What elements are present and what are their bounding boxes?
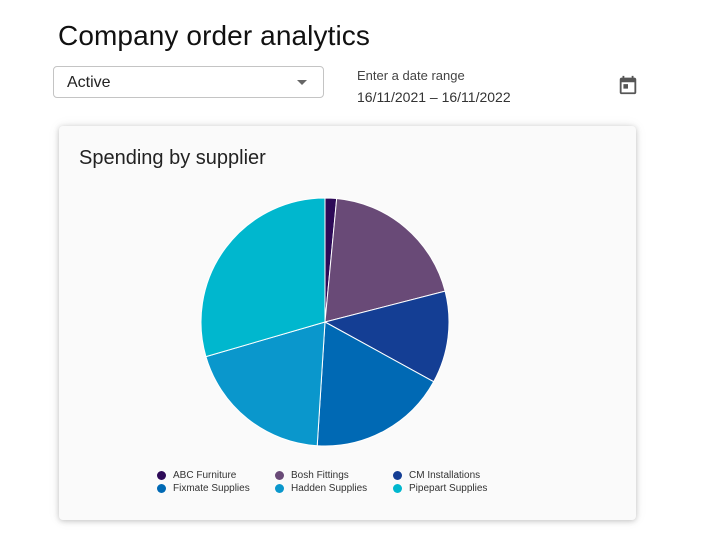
legend-swatch bbox=[275, 483, 284, 493]
legend-item-fixmate-supplies[interactable]: Fixmate Supplies bbox=[157, 482, 275, 494]
status-select-value: Active bbox=[67, 74, 111, 91]
pie-chart bbox=[200, 197, 450, 447]
legend-label: Fixmate Supplies bbox=[173, 482, 250, 494]
legend-label: Hadden Supplies bbox=[291, 482, 368, 494]
date-range-field[interactable]: Enter a date range 16/11/2021 – 16/11/20… bbox=[357, 68, 607, 108]
legend-label: ABC Furniture bbox=[173, 469, 237, 481]
legend-label: Bosh Fittings bbox=[291, 469, 349, 481]
legend-label: Pipepart Supplies bbox=[409, 482, 488, 494]
date-range-value: 16/11/2021 – 16/11/2022 bbox=[357, 89, 511, 105]
legend-swatch bbox=[393, 483, 402, 493]
date-range-label: Enter a date range bbox=[357, 68, 465, 83]
pie-slice-bosh-fittings[interactable] bbox=[324, 198, 446, 323]
pie-slice-pipepart-supplies[interactable] bbox=[200, 197, 326, 358]
legend-item-pipepart-supplies[interactable]: Pipepart Supplies bbox=[393, 482, 533, 494]
chevron-down-icon bbox=[297, 80, 307, 85]
pie-slice-cm-installations[interactable] bbox=[323, 290, 450, 383]
pie-slice-fixmate-supplies[interactable] bbox=[316, 321, 435, 447]
status-select[interactable]: Active bbox=[53, 66, 324, 98]
legend-swatch bbox=[393, 470, 402, 480]
legend-swatch bbox=[157, 483, 166, 493]
legend-item-hadden-supplies[interactable]: Hadden Supplies bbox=[275, 482, 393, 494]
legend-item-cm-installations[interactable]: CM Installations bbox=[393, 469, 533, 481]
legend-label: CM Installations bbox=[409, 469, 481, 481]
chart-legend: ABC Furniture Bosh Fittings CM Installatio… bbox=[157, 469, 577, 494]
page-title: Company order analytics bbox=[58, 20, 370, 51]
legend-swatch bbox=[157, 470, 166, 480]
chart-title: Spending by supplier bbox=[79, 147, 266, 169]
pie-slice-hadden-supplies[interactable] bbox=[205, 321, 326, 447]
spending-chart-card: Spending by supplier ABC Furniture Bosh F… bbox=[59, 126, 636, 520]
calendar-icon[interactable] bbox=[617, 74, 639, 96]
legend-swatch bbox=[275, 470, 284, 480]
legend-item-abc-furniture[interactable]: ABC Furniture bbox=[157, 469, 275, 481]
legend-item-bosh-fittings[interactable]: Bosh Fittings bbox=[275, 469, 393, 481]
